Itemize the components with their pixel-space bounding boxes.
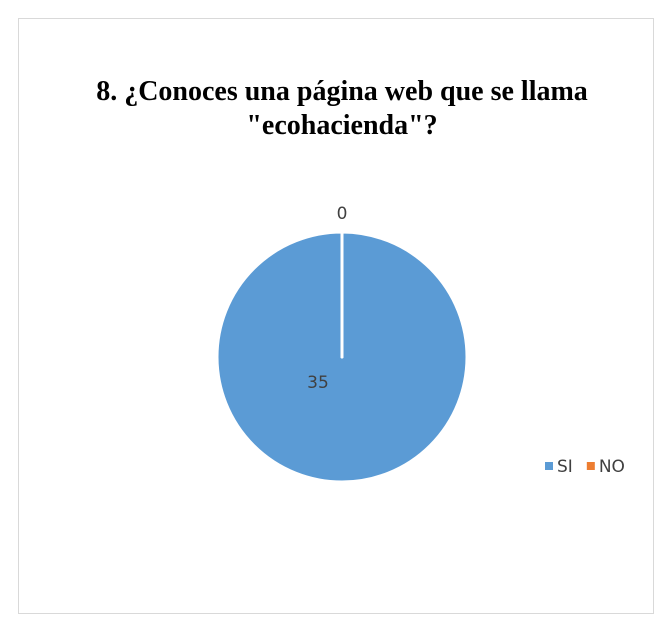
- data-label: 35: [307, 373, 329, 393]
- legend-label: SI: [557, 457, 573, 477]
- chart-title: 8. ¿Conoces una página web que se llama …: [96, 76, 588, 141]
- legend-swatch: [545, 462, 553, 470]
- chart-frame: [18, 18, 654, 614]
- data-label: 0: [337, 204, 348, 224]
- legend-label: NO: [599, 457, 625, 477]
- legend-swatch: [586, 462, 595, 470]
